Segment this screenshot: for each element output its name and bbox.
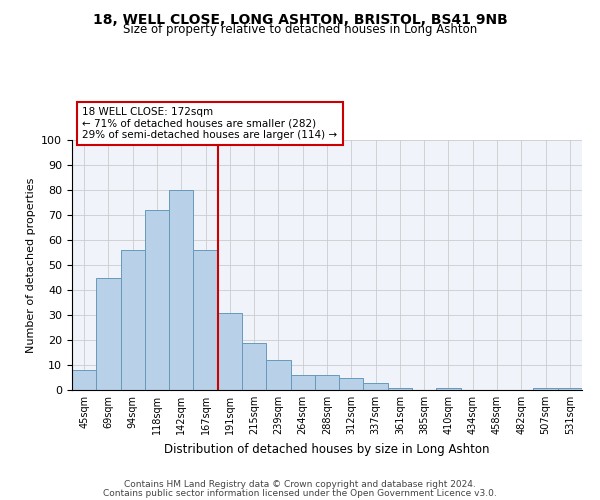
Bar [558, 388, 582, 390]
X-axis label: Distribution of detached houses by size in Long Ashton: Distribution of detached houses by size … [164, 442, 490, 456]
Text: Contains HM Land Registry data © Crown copyright and database right 2024.: Contains HM Land Registry data © Crown c… [124, 480, 476, 489]
Bar [72, 370, 96, 390]
Bar [193, 250, 218, 390]
Text: 18, WELL CLOSE, LONG ASHTON, BRISTOL, BS41 9NB: 18, WELL CLOSE, LONG ASHTON, BRISTOL, BS… [92, 12, 508, 26]
Bar [290, 375, 315, 390]
Text: Size of property relative to detached houses in Long Ashton: Size of property relative to detached ho… [123, 24, 477, 36]
Bar [339, 378, 364, 390]
Bar [533, 388, 558, 390]
Bar [169, 190, 193, 390]
Y-axis label: Number of detached properties: Number of detached properties [26, 178, 36, 352]
Bar [388, 388, 412, 390]
Bar [315, 375, 339, 390]
Bar [145, 210, 169, 390]
Text: 18 WELL CLOSE: 172sqm
← 71% of detached houses are smaller (282)
29% of semi-det: 18 WELL CLOSE: 172sqm ← 71% of detached … [82, 107, 337, 140]
Bar [218, 312, 242, 390]
Bar [96, 278, 121, 390]
Bar [242, 342, 266, 390]
Bar [364, 382, 388, 390]
Bar [266, 360, 290, 390]
Text: Contains public sector information licensed under the Open Government Licence v3: Contains public sector information licen… [103, 488, 497, 498]
Bar [121, 250, 145, 390]
Bar [436, 388, 461, 390]
